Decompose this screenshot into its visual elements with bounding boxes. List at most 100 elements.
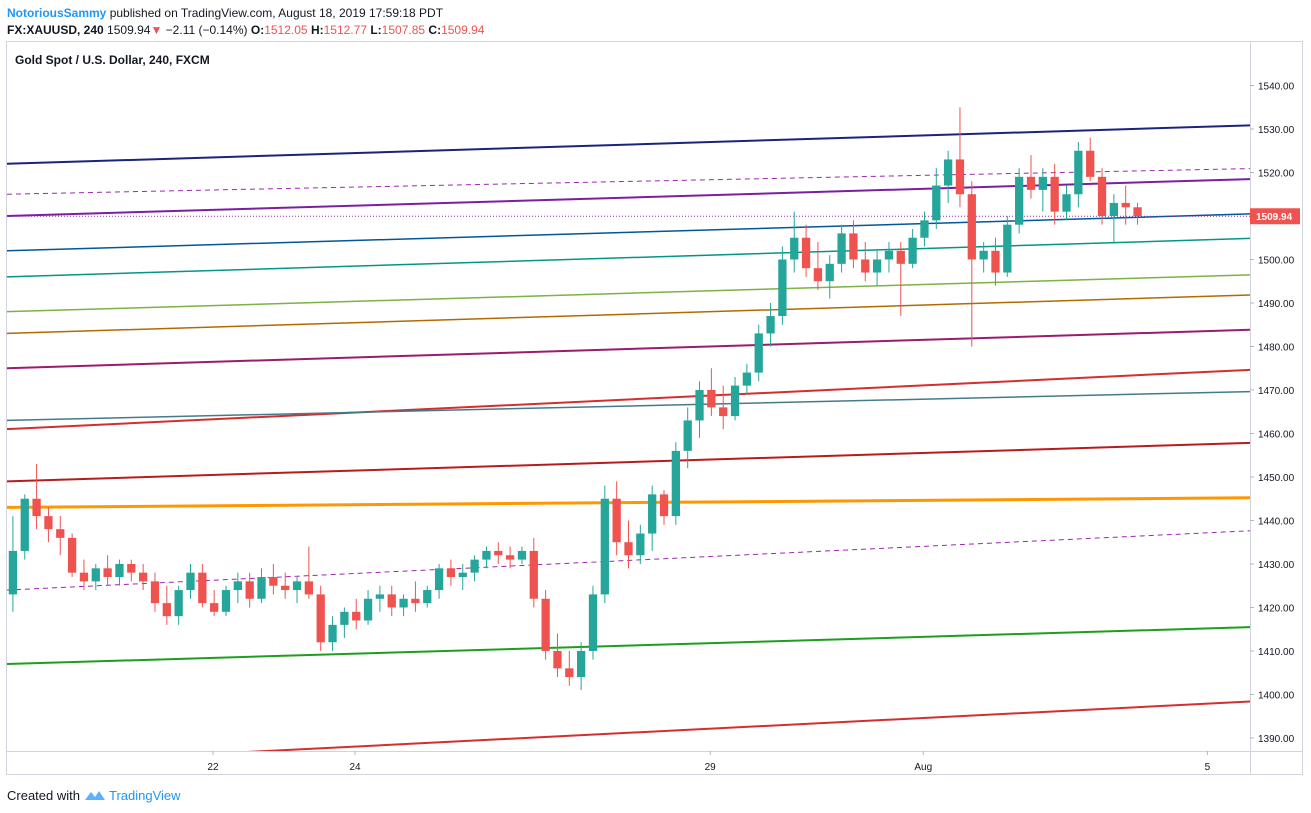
candle[interactable] — [861, 242, 870, 282]
candle[interactable] — [505, 546, 515, 569]
candle[interactable] — [56, 516, 65, 556]
candle[interactable] — [849, 220, 858, 269]
author-link[interactable]: NotoriousSammy — [7, 6, 107, 20]
candle[interactable] — [281, 572, 290, 599]
candle[interactable] — [967, 181, 976, 347]
candle[interactable] — [411, 581, 420, 612]
candle[interactable] — [340, 607, 349, 638]
candle[interactable] — [1086, 137, 1095, 182]
candle[interactable] — [423, 585, 432, 608]
candle[interactable] — [316, 585, 325, 651]
candle[interactable] — [233, 572, 242, 604]
candle[interactable] — [695, 381, 704, 438]
candle[interactable] — [955, 107, 965, 208]
candle[interactable] — [896, 242, 905, 317]
candle[interactable] — [103, 555, 112, 586]
candle[interactable] — [671, 442, 680, 525]
trend-line[interactable] — [7, 594, 1303, 764]
trend-line[interactable] — [7, 116, 1303, 217]
candle[interactable] — [1015, 168, 1024, 234]
candle[interactable] — [67, 533, 77, 578]
candle[interactable] — [1038, 168, 1047, 212]
candle[interactable] — [269, 563, 278, 595]
candle[interactable] — [8, 516, 18, 612]
candle[interactable] — [565, 650, 574, 686]
trend-line[interactable] — [7, 125, 1303, 195]
candle[interactable] — [494, 542, 503, 564]
candle[interactable] — [1003, 215, 1012, 277]
candle[interactable] — [304, 546, 314, 599]
trend-line[interactable] — [7, 377, 1303, 483]
candle[interactable] — [648, 485, 657, 551]
candle[interactable] — [872, 250, 882, 286]
trend-line[interactable] — [7, 212, 1303, 313]
candle[interactable] — [908, 229, 917, 269]
candle[interactable] — [44, 507, 53, 543]
chart-frame[interactable]: 1390.00 1400.00 1410.00 1420.00 1430.00 1440.… — [6, 41, 1303, 775]
candle[interactable] — [943, 150, 953, 203]
candle[interactable] — [1109, 194, 1119, 243]
candle[interactable] — [979, 242, 988, 273]
candle[interactable] — [328, 616, 337, 651]
candle[interactable] — [1026, 155, 1036, 199]
candle[interactable] — [1097, 168, 1107, 225]
candle[interactable] — [363, 590, 373, 625]
candle[interactable] — [600, 485, 609, 604]
candle[interactable] — [529, 537, 538, 608]
candle[interactable] — [801, 224, 811, 277]
candle[interactable] — [825, 255, 834, 299]
candle[interactable] — [186, 563, 195, 599]
candle[interactable] — [138, 563, 148, 591]
candle[interactable] — [742, 363, 752, 395]
candle[interactable] — [210, 590, 219, 617]
trend-line[interactable] — [7, 342, 1303, 422]
candle[interactable] — [1050, 163, 1059, 225]
candle[interactable] — [517, 546, 527, 564]
candle[interactable] — [91, 563, 100, 591]
candle[interactable] — [659, 490, 669, 525]
candle[interactable] — [588, 585, 598, 660]
candle[interactable] — [1133, 202, 1142, 225]
trend-line[interactable] — [7, 268, 1303, 431]
candle[interactable] — [884, 242, 894, 273]
candle[interactable] — [150, 572, 160, 612]
candle[interactable] — [387, 585, 396, 617]
candle[interactable] — [482, 546, 491, 569]
candle[interactable] — [624, 520, 633, 569]
candle[interactable] — [198, 563, 207, 608]
candle[interactable] — [790, 211, 799, 273]
candle[interactable] — [1121, 185, 1130, 225]
candle[interactable] — [434, 563, 444, 599]
candle[interactable] — [221, 585, 231, 617]
candle[interactable] — [683, 407, 692, 469]
candle[interactable] — [636, 524, 645, 564]
price-axis[interactable]: 1390.00 1400.00 1410.00 1420.00 1430.00 1440.… — [1250, 81, 1295, 745]
candle[interactable] — [991, 237, 1000, 286]
candle[interactable] — [837, 224, 846, 273]
candle[interactable] — [541, 590, 550, 660]
candle[interactable] — [920, 211, 929, 247]
price-chart[interactable]: 1390.00 1400.00 1410.00 1420.00 1430.00 1440.… — [6, 41, 1303, 775]
candle[interactable] — [730, 376, 740, 421]
candle[interactable] — [754, 324, 763, 382]
candle[interactable] — [292, 577, 302, 604]
candle[interactable] — [766, 302, 775, 347]
candle[interactable] — [1074, 142, 1083, 208]
candle[interactable] — [932, 168, 941, 230]
candle[interactable] — [719, 385, 728, 430]
candle[interactable] — [245, 572, 254, 608]
time-axis[interactable]: 222429Aug57121419212628Sep4 — [207, 751, 1303, 773]
trend-line[interactable] — [7, 151, 1303, 252]
candle[interactable] — [257, 568, 266, 604]
candle[interactable] — [446, 559, 456, 586]
candle[interactable] — [174, 585, 183, 625]
candle[interactable] — [352, 598, 361, 630]
candle[interactable] — [577, 642, 586, 691]
trend-line[interactable] — [7, 481, 1303, 509]
candle[interactable] — [778, 246, 787, 325]
candle[interactable] — [553, 633, 562, 678]
candle[interactable] — [32, 463, 41, 530]
candle[interactable] — [375, 585, 385, 612]
trend-line[interactable] — [7, 229, 1303, 335]
candle[interactable] — [458, 563, 467, 591]
